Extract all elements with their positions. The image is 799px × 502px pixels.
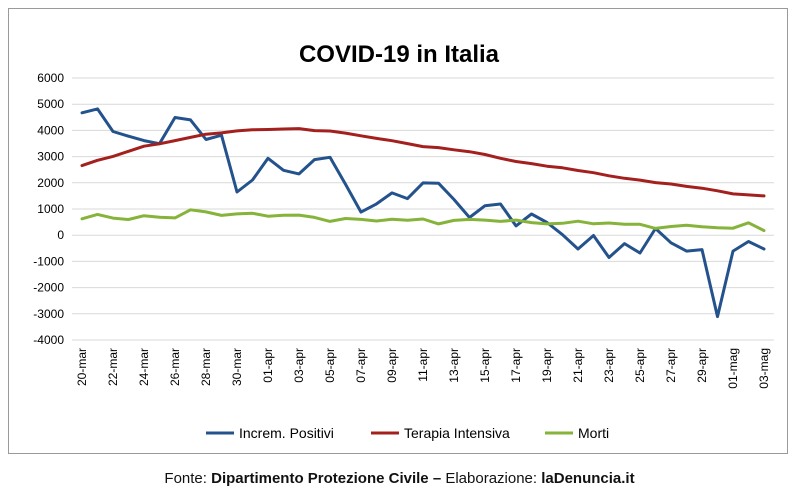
x-tick-label: 05-apr (323, 348, 337, 383)
x-axis: 20-mar 22-mar 24-mar 26-mar 28-mar 30-mar 01-a… (75, 348, 771, 389)
x-tick-label: 03-mag (757, 348, 771, 389)
y-tick-label: 6000 (37, 71, 64, 85)
x-tick-label: 09-apr (385, 348, 399, 383)
series-line-2 (80, 208, 766, 233)
x-tick-label: 20-mar (75, 348, 89, 386)
x-tick-label: 23-apr (602, 348, 616, 383)
x-tick-label: 19-apr (540, 348, 554, 383)
series-lines (80, 107, 766, 319)
y-tick-label: -1000 (33, 254, 64, 268)
x-tick-label: 28-mar (199, 348, 213, 386)
x-tick-label: 25-apr (633, 348, 647, 383)
x-tick-label: 17-apr (509, 348, 523, 383)
chart-svg: COVID-19 in Italia 6000 5000 4000 3000 2000 1… (33, 41, 774, 441)
x-tick-label: 24-mar (137, 348, 151, 386)
x-tick-label: 22-mar (106, 348, 120, 386)
legend-label: Terapia Intensiva (404, 425, 510, 441)
y-tick-label: 3000 (37, 150, 64, 164)
y-axis: 6000 5000 4000 3000 2000 1000 0 -1000 -2000 -3000… (33, 71, 64, 347)
y-tick-label: 4000 (37, 123, 64, 137)
x-tick-label: 11-apr (416, 348, 430, 382)
x-tick-label: 21-apr (571, 348, 585, 383)
chart-title: COVID-19 in Italia (299, 41, 500, 68)
source-footer: Fonte: Dipartimento Protezione Civile – … (0, 470, 799, 487)
footer-middle: Elaborazione: (445, 470, 542, 487)
legend-label: Increm. Positivi (239, 425, 334, 441)
x-tick-label: 27-apr (664, 348, 678, 383)
x-tick-label: 01-apr (261, 348, 275, 383)
y-tick-label: 5000 (37, 97, 64, 111)
y-tick-label: 0 (57, 228, 64, 242)
x-tick-label: 30-mar (230, 348, 244, 386)
y-tick-label: 1000 (37, 202, 64, 216)
x-tick-label: 26-mar (168, 348, 182, 386)
series-line-0 (80, 107, 766, 319)
y-tick-label: -4000 (33, 333, 64, 347)
x-tick-label: 13-apr (447, 348, 461, 383)
y-tick-label: 2000 (37, 176, 64, 190)
x-tick-label: 15-apr (478, 348, 492, 383)
x-tick-label: 29-apr (695, 348, 709, 383)
x-tick-label: 07-apr (354, 348, 368, 383)
y-tick-label: -3000 (33, 307, 64, 321)
footer-source: Dipartimento Protezione Civile – (211, 470, 446, 487)
legend: Increm. Positivi Terapia Intensiva Morti (206, 425, 609, 441)
footer-author: laDenuncia.it (541, 470, 635, 487)
series-line-1 (80, 127, 766, 198)
legend-label: Morti (578, 425, 609, 441)
x-tick-label: 01-mag (726, 348, 740, 389)
chart-container: COVID-19 in Italia 6000 5000 4000 3000 2000 1… (8, 8, 788, 454)
x-tick-label: 03-apr (292, 348, 306, 383)
footer-prefix: Fonte: (164, 470, 212, 487)
y-tick-label: -2000 (33, 281, 64, 295)
